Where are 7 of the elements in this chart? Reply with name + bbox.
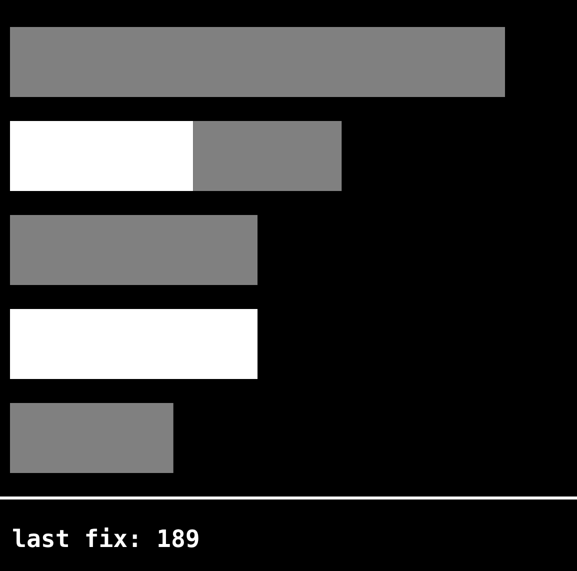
bar — [193, 120, 342, 192]
bar — [10, 214, 258, 286]
bar — [10, 26, 505, 98]
bar — [10, 402, 174, 474]
text: last fix: 189 — [12, 525, 200, 553]
bar — [10, 120, 194, 192]
bar — [10, 308, 258, 380]
